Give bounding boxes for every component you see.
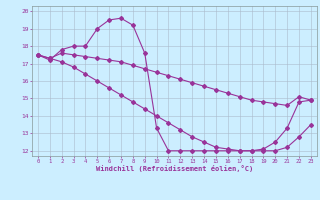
X-axis label: Windchill (Refroidissement éolien,°C): Windchill (Refroidissement éolien,°C) [96, 165, 253, 172]
